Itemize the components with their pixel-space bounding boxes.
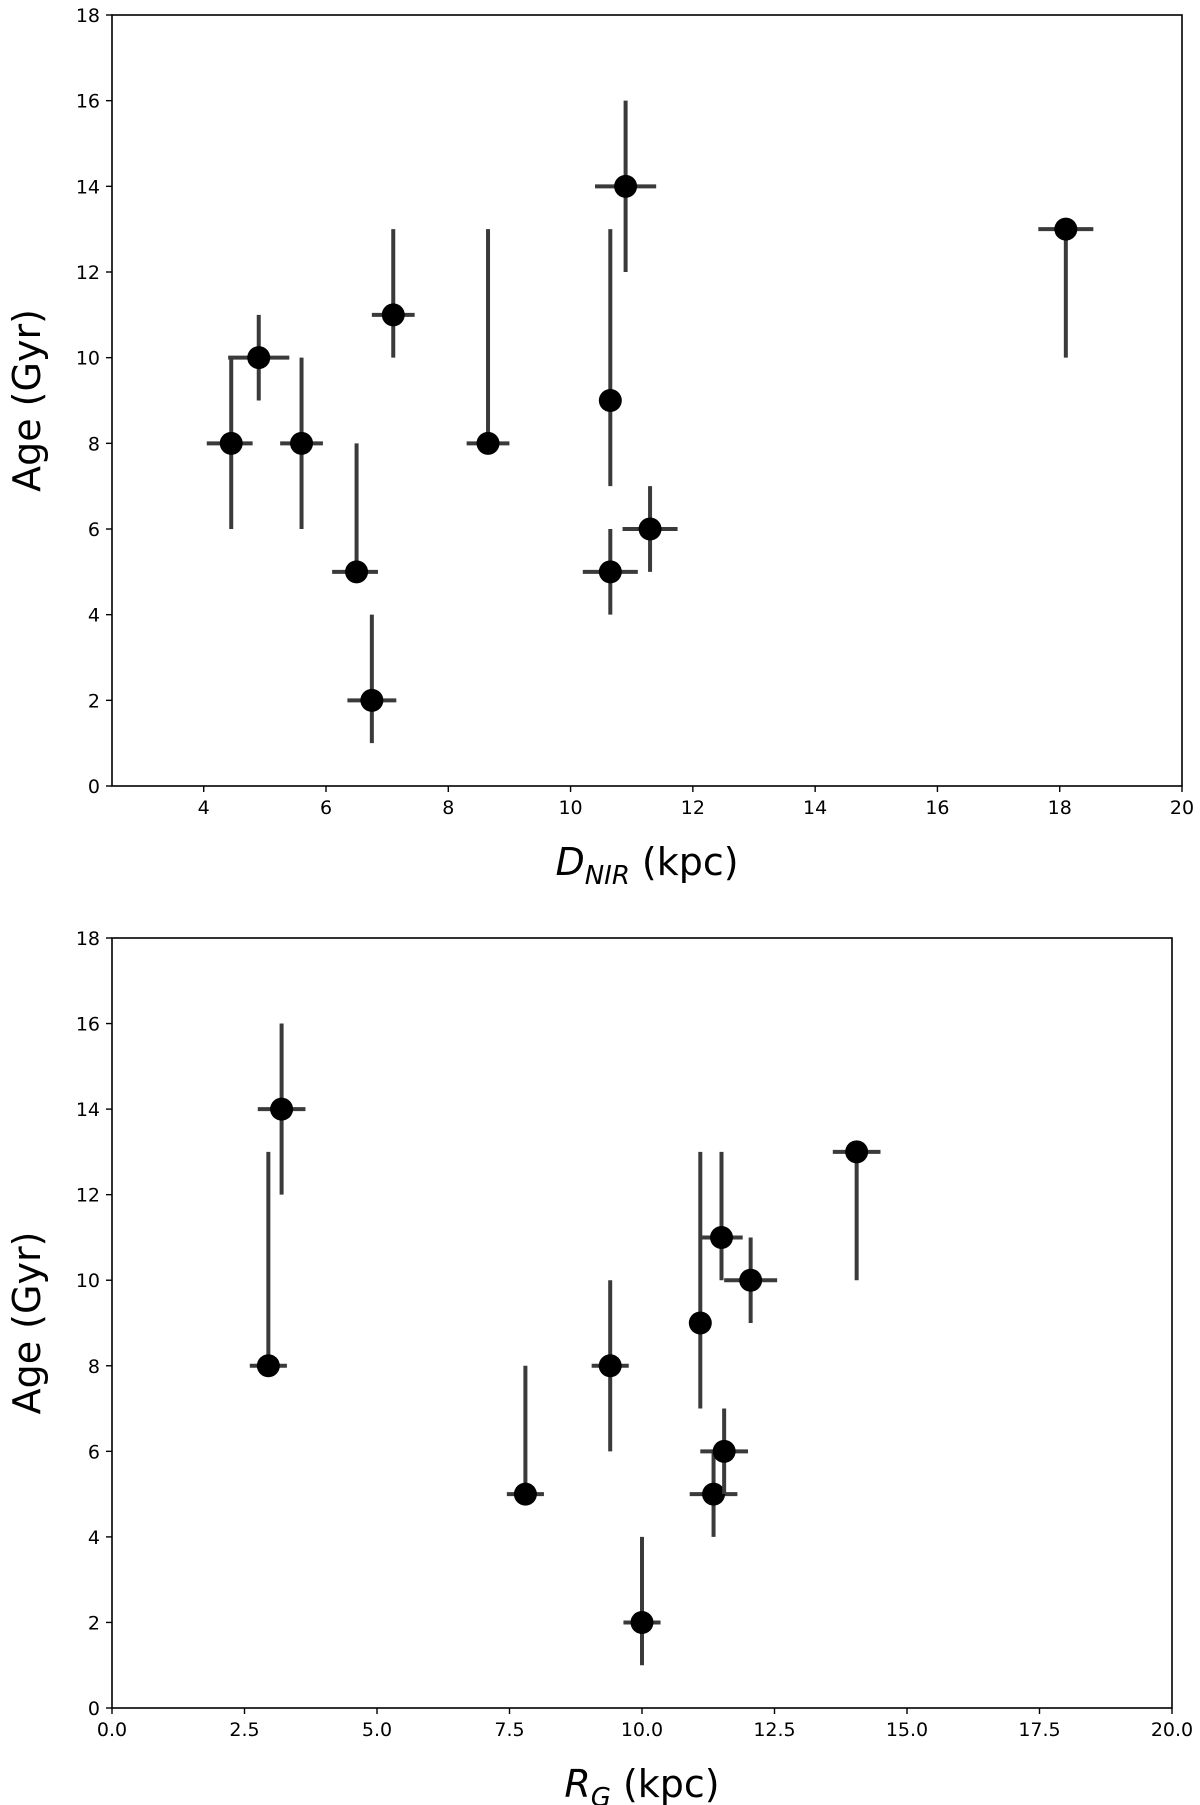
- data-point-marker: [688, 1311, 712, 1335]
- x-tick-label: 14: [803, 797, 827, 819]
- data-point-group: [332, 443, 378, 584]
- y-tick-label: 8: [88, 433, 100, 455]
- data-point-marker: [702, 1482, 726, 1506]
- data-point-marker: [598, 389, 622, 412]
- y-tick-label: 10: [76, 1270, 100, 1292]
- data-point-marker: [614, 174, 638, 198]
- data-point-marker: [360, 688, 384, 712]
- y-axis-label: Age (Gyr): [5, 309, 49, 492]
- data-point-marker: [247, 346, 271, 370]
- data-point-group: [623, 1536, 661, 1666]
- x-axis-label: RG (kpc): [564, 1762, 719, 1805]
- x-tick-label: 12.5: [753, 1719, 795, 1741]
- data-point-marker: [381, 303, 405, 327]
- y-tick-label: 10: [76, 348, 100, 370]
- y-tick-label: 14: [76, 1099, 100, 1121]
- y-tick-label: 12: [76, 1185, 100, 1207]
- data-point-group: [206, 357, 253, 529]
- y-tick-label: 18: [76, 928, 100, 950]
- data-point-group: [371, 229, 415, 358]
- y-axis-label: Age (Gyr): [5, 1232, 49, 1415]
- x-tick-label: 4: [198, 797, 210, 819]
- y-tick-label: 6: [88, 1441, 100, 1463]
- x-tick-label: 20: [1170, 797, 1194, 819]
- data-point-marker: [710, 1225, 733, 1249]
- data-point-group: [506, 1365, 544, 1506]
- x-tick-label: 20.0: [1151, 1719, 1193, 1741]
- data-point-marker: [290, 431, 314, 455]
- data-point-group: [595, 100, 657, 272]
- data-point-marker: [513, 1482, 537, 1506]
- data-point-group: [700, 1408, 748, 1495]
- x-axis-label-subscript: NIR: [585, 861, 630, 891]
- top-panel-distance-vs-age: 4 6 8 10 12 14 16 18 20 0 2 4 6 8 10 12 14 16 18 DNIR (kpc) A…: [5, 5, 1194, 891]
- x-axis-label: DNIR (kpc): [555, 840, 738, 891]
- data-point-group: [1038, 217, 1094, 358]
- data-point-marker: [345, 560, 369, 584]
- x-tick-label: 10: [558, 797, 582, 819]
- data-point-group: [249, 1151, 287, 1378]
- y-tick-label: 0: [88, 776, 100, 798]
- y-tick-label: 16: [76, 1014, 100, 1036]
- y-tick-label: 8: [88, 1356, 100, 1378]
- bottom-panel-galactocentric-radius-vs-age: 0.0 2.5 5.0 7.5 10.0 12.5 15.0 17.5 20.0 0 2 4 6 8 10 1…: [5, 928, 1193, 1805]
- data-point-group: [688, 1151, 712, 1409]
- data-point-group: [622, 486, 678, 572]
- y-tick-label: 2: [88, 1612, 100, 1634]
- x-tick-label: 16: [925, 797, 949, 819]
- data-point-marker: [1054, 217, 1078, 241]
- x-tick-label: 7.5: [494, 1719, 524, 1741]
- y-tick-label: 18: [76, 5, 100, 27]
- x-tick-label: 8: [442, 797, 454, 819]
- y-tick-label: 2: [88, 690, 100, 712]
- x-axis-label-unit: (kpc): [642, 840, 739, 884]
- data-point-group: [832, 1140, 881, 1281]
- x-axis-label-unit: (kpc): [623, 1762, 720, 1805]
- data-point-marker: [219, 431, 243, 455]
- x-tick-label: 2.5: [229, 1719, 259, 1741]
- data-point-group: [280, 357, 323, 529]
- data-point-group: [582, 529, 638, 615]
- x-axis-label-symbol: R: [564, 1762, 590, 1805]
- data-point-marker: [598, 1354, 622, 1378]
- x-tick-label: 17.5: [1018, 1719, 1060, 1741]
- data-point-marker: [256, 1354, 280, 1378]
- data-point-group: [700, 1151, 743, 1281]
- x-tick-label: 6: [320, 797, 332, 819]
- data-point-marker: [638, 517, 662, 541]
- data-point-marker: [712, 1439, 736, 1463]
- y-tick-label: 16: [76, 91, 100, 113]
- data-point-marker: [739, 1268, 763, 1292]
- data-point-group: [598, 229, 622, 487]
- x-tick-label: 15.0: [886, 1719, 928, 1741]
- x-tick-label: 0.0: [97, 1719, 127, 1741]
- x-axis-label-subscript: G: [591, 1783, 611, 1805]
- data-point-group: [257, 1023, 306, 1195]
- data-point-group: [347, 614, 397, 744]
- data-point-group: [591, 1280, 629, 1452]
- x-tick-label: 10.0: [621, 1719, 663, 1741]
- data-point-marker: [630, 1610, 654, 1634]
- data-point-marker: [845, 1140, 869, 1164]
- data-point-group: [228, 314, 290, 401]
- x-tick-label: 12: [681, 797, 705, 819]
- y-tick-label: 4: [88, 605, 100, 627]
- y-tick-label: 6: [88, 519, 100, 541]
- data-point-group: [689, 1451, 738, 1537]
- data-point-marker: [598, 560, 622, 584]
- x-tick-label: 18: [1048, 797, 1072, 819]
- y-tick-label: 0: [88, 1698, 100, 1720]
- data-point-group: [466, 229, 510, 455]
- plot-frame: [111, 14, 1183, 787]
- y-tick-label: 14: [76, 176, 100, 198]
- y-tick-label: 12: [76, 262, 100, 284]
- data-point-group: [724, 1237, 778, 1323]
- data-point-marker: [270, 1097, 294, 1121]
- data-point-marker: [476, 431, 500, 455]
- x-tick-label: 5.0: [362, 1719, 392, 1741]
- x-axis-label-symbol: D: [555, 840, 584, 884]
- y-tick-label: 4: [88, 1527, 100, 1549]
